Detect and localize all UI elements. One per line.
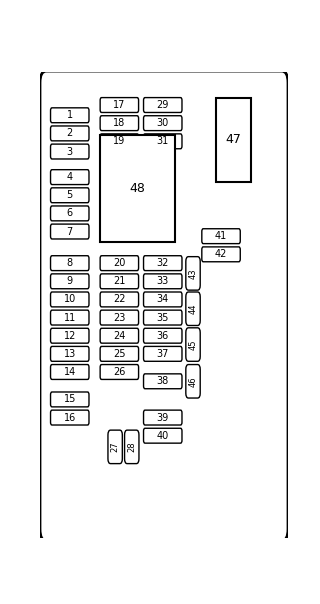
FancyBboxPatch shape xyxy=(51,206,89,221)
Text: 15: 15 xyxy=(64,394,76,405)
Text: 47: 47 xyxy=(225,133,241,146)
FancyBboxPatch shape xyxy=(144,310,182,325)
FancyBboxPatch shape xyxy=(51,274,89,289)
FancyBboxPatch shape xyxy=(108,430,122,464)
FancyBboxPatch shape xyxy=(51,310,89,325)
Text: 33: 33 xyxy=(156,276,169,286)
FancyBboxPatch shape xyxy=(144,98,182,112)
FancyBboxPatch shape xyxy=(144,116,182,130)
FancyBboxPatch shape xyxy=(51,170,89,185)
FancyBboxPatch shape xyxy=(186,328,200,361)
Text: 23: 23 xyxy=(113,313,125,323)
FancyBboxPatch shape xyxy=(144,274,182,289)
FancyBboxPatch shape xyxy=(124,430,139,464)
FancyBboxPatch shape xyxy=(100,347,139,361)
Text: 45: 45 xyxy=(188,339,197,350)
Text: 12: 12 xyxy=(64,331,76,341)
Text: 14: 14 xyxy=(64,367,76,377)
Text: 36: 36 xyxy=(156,331,169,341)
Text: 38: 38 xyxy=(156,376,169,387)
Text: 44: 44 xyxy=(188,303,197,314)
Text: 21: 21 xyxy=(113,276,125,286)
FancyBboxPatch shape xyxy=(51,126,89,141)
FancyBboxPatch shape xyxy=(202,229,240,243)
FancyBboxPatch shape xyxy=(100,310,139,325)
FancyBboxPatch shape xyxy=(40,71,288,541)
FancyBboxPatch shape xyxy=(100,292,139,307)
Bar xyxy=(100,135,175,242)
Text: 22: 22 xyxy=(113,294,126,304)
FancyBboxPatch shape xyxy=(51,144,89,159)
Text: 13: 13 xyxy=(64,349,76,359)
Text: 9: 9 xyxy=(67,276,73,286)
Text: 3: 3 xyxy=(67,147,73,156)
Bar xyxy=(216,98,251,182)
Text: 34: 34 xyxy=(156,294,169,304)
FancyBboxPatch shape xyxy=(144,428,182,443)
FancyBboxPatch shape xyxy=(100,329,139,343)
FancyBboxPatch shape xyxy=(144,347,182,361)
Text: 42: 42 xyxy=(215,249,227,259)
Text: 18: 18 xyxy=(113,118,125,128)
FancyBboxPatch shape xyxy=(51,224,89,239)
Text: 26: 26 xyxy=(113,367,125,377)
Text: 48: 48 xyxy=(130,182,145,195)
FancyBboxPatch shape xyxy=(144,292,182,307)
Text: 1: 1 xyxy=(67,111,73,120)
FancyBboxPatch shape xyxy=(100,365,139,379)
FancyBboxPatch shape xyxy=(100,98,139,112)
Text: 24: 24 xyxy=(113,331,125,341)
FancyBboxPatch shape xyxy=(51,255,89,271)
Text: 20: 20 xyxy=(113,258,125,268)
Text: 31: 31 xyxy=(156,137,169,146)
Text: 37: 37 xyxy=(156,349,169,359)
Text: 2: 2 xyxy=(67,129,73,138)
Text: 29: 29 xyxy=(156,100,169,110)
FancyBboxPatch shape xyxy=(51,410,89,425)
Text: 19: 19 xyxy=(113,137,125,146)
Text: 27: 27 xyxy=(111,442,120,452)
Text: 17: 17 xyxy=(113,100,125,110)
FancyBboxPatch shape xyxy=(144,374,182,389)
Text: 10: 10 xyxy=(64,294,76,304)
Text: 41: 41 xyxy=(215,231,227,241)
FancyBboxPatch shape xyxy=(51,392,89,407)
FancyBboxPatch shape xyxy=(186,257,200,290)
FancyBboxPatch shape xyxy=(144,255,182,271)
FancyBboxPatch shape xyxy=(51,365,89,379)
FancyBboxPatch shape xyxy=(51,188,89,203)
Text: 8: 8 xyxy=(67,258,73,268)
FancyBboxPatch shape xyxy=(186,292,200,326)
Text: 16: 16 xyxy=(64,413,76,423)
Text: 5: 5 xyxy=(67,190,73,201)
FancyBboxPatch shape xyxy=(144,134,182,149)
Text: 7: 7 xyxy=(67,226,73,237)
Text: 30: 30 xyxy=(156,118,169,128)
Text: 4: 4 xyxy=(67,172,73,182)
FancyBboxPatch shape xyxy=(202,247,240,262)
FancyBboxPatch shape xyxy=(100,274,139,289)
Text: 46: 46 xyxy=(188,376,197,387)
FancyBboxPatch shape xyxy=(100,134,139,149)
Text: 32: 32 xyxy=(156,258,169,268)
FancyBboxPatch shape xyxy=(51,108,89,123)
FancyBboxPatch shape xyxy=(100,255,139,271)
Text: 25: 25 xyxy=(113,349,126,359)
FancyBboxPatch shape xyxy=(144,410,182,425)
Text: 43: 43 xyxy=(188,268,197,278)
Text: 6: 6 xyxy=(67,208,73,219)
FancyBboxPatch shape xyxy=(100,116,139,130)
Text: 11: 11 xyxy=(64,313,76,323)
FancyBboxPatch shape xyxy=(51,347,89,361)
Text: 39: 39 xyxy=(156,413,169,423)
FancyBboxPatch shape xyxy=(51,292,89,307)
Text: 35: 35 xyxy=(156,313,169,323)
Text: 40: 40 xyxy=(156,431,169,441)
FancyBboxPatch shape xyxy=(186,365,200,398)
FancyBboxPatch shape xyxy=(144,329,182,343)
Text: 28: 28 xyxy=(127,442,136,452)
FancyBboxPatch shape xyxy=(51,329,89,343)
